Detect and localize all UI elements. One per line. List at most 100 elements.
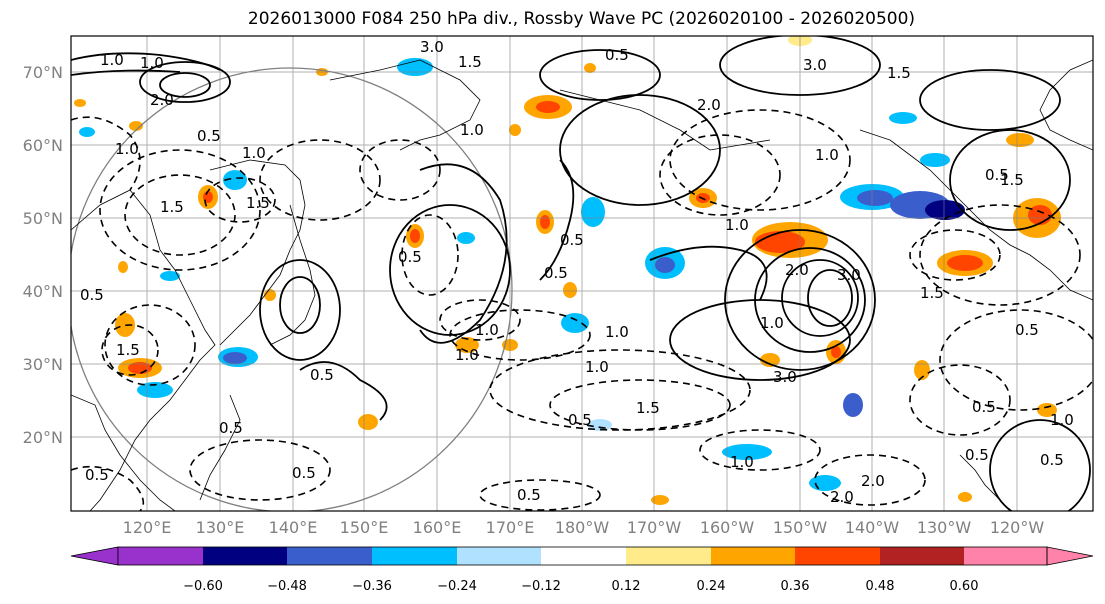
- lon-label-170w: 170°W: [627, 518, 682, 537]
- contours-dashed: [71, 109, 1093, 511]
- longitude-labels: 120°E 130°E 140°E 150°E 160°E 170°E 180°…: [123, 518, 1045, 537]
- contour-label: 3.0: [420, 38, 444, 56]
- colorbar-bin: [880, 547, 964, 565]
- contour-labels: 3.0 1.5 3.0 2.0 0.5 1.0 1.5 0.5 0.5 1.0 …: [80, 38, 1074, 506]
- contour-label: 1.0: [115, 140, 139, 158]
- contour-label: 0.5: [985, 166, 1009, 184]
- contour-label: 1.0: [140, 54, 164, 72]
- colorbar-bin: [118, 547, 203, 565]
- contour-label: 1.0: [455, 346, 479, 364]
- contour-label: 0.5: [398, 248, 422, 266]
- lon-label-130e: 130°E: [196, 518, 245, 537]
- colorbar-bin: [372, 547, 457, 565]
- colorbar-bin: [626, 547, 711, 565]
- contour-label: 1.0: [460, 121, 484, 139]
- latitude-labels: 70°N 60°N 50°N 40°N 30°N 20°N: [23, 63, 63, 447]
- contour-label: 3.0: [837, 266, 861, 284]
- contour-label: 3.0: [773, 368, 797, 386]
- lat-label-70n: 70°N: [23, 63, 63, 82]
- contour-label: 0.5: [310, 366, 334, 384]
- colorbar-tick: −0.12: [521, 579, 561, 594]
- contour-label: 0.5: [80, 286, 104, 304]
- colorbar-tick: 0.24: [697, 579, 726, 594]
- contour-label: 1.5: [246, 194, 270, 212]
- colorbar-tick: −0.24: [437, 579, 477, 594]
- contour-label: 1.0: [760, 314, 784, 332]
- contour-label: 2.0: [830, 488, 854, 506]
- lon-label-180w: 180°W: [555, 518, 610, 537]
- lat-label-50n: 50°N: [23, 209, 63, 228]
- lon-label-170e: 170°E: [486, 518, 535, 537]
- contour-label: 1.5: [458, 53, 482, 71]
- colorbar-bin: [964, 547, 1047, 565]
- contour-label: 0.5: [965, 446, 989, 464]
- contour-label: 1.5: [116, 341, 140, 359]
- contour-label: 0.5: [568, 411, 592, 429]
- map-title: 2026013000 F084 250 hPa div., Rossby Wav…: [247, 9, 916, 29]
- lon-label-160w: 160°W: [700, 518, 755, 537]
- colorbar-tick: −0.60: [183, 579, 223, 594]
- contour-label: 1.0: [100, 51, 124, 69]
- colorbar: −0.60 −0.48 −0.36 −0.24 −0.12 0.12 0.24 …: [70, 546, 1094, 594]
- contour-label: 2.0: [861, 472, 885, 490]
- lat-label-60n: 60°N: [23, 136, 63, 155]
- colorbar-tick: 0.36: [781, 579, 810, 594]
- contour-label: 3.0: [803, 56, 827, 74]
- contour-label: 0.5: [1040, 451, 1064, 469]
- lon-label-120w: 120°W: [990, 518, 1045, 537]
- lon-label-160e: 160°E: [413, 518, 462, 537]
- lon-label-150w: 150°W: [773, 518, 828, 537]
- contour-label: 0.5: [517, 486, 541, 504]
- contour-label: 0.5: [544, 264, 568, 282]
- map-frame: [70, 35, 1094, 512]
- contour-label: 0.5: [1015, 321, 1039, 339]
- contour-label: 0.5: [85, 466, 109, 484]
- contour-label: 1.0: [725, 216, 749, 234]
- contour-label: 1.5: [1000, 171, 1024, 189]
- colorbar-extend-low: [70, 546, 119, 566]
- lat-label-20n: 20°N: [23, 428, 63, 447]
- coastlines: [71, 59, 1093, 511]
- contour-label: 1.0: [475, 321, 499, 339]
- colorbar-tick: −0.48: [267, 579, 307, 594]
- colorbar-bin: [203, 547, 287, 565]
- colorbar-extend-high: [1046, 546, 1094, 566]
- colorbar-bin: [795, 547, 880, 565]
- contour-label: 0.5: [605, 46, 629, 64]
- contour-label: 0.5: [219, 419, 243, 437]
- lon-label-150e: 150°E: [340, 518, 389, 537]
- lon-label-120e: 120°E: [123, 518, 172, 537]
- contour-label: 1.5: [920, 284, 944, 302]
- contour-label: 1.5: [160, 198, 184, 216]
- contour-label: 1.0: [815, 146, 839, 164]
- colorbar-bin: [711, 547, 795, 565]
- reference-circle: [71, 67, 513, 511]
- lon-label-140w: 140°W: [845, 518, 900, 537]
- colorbar-bin: [457, 547, 541, 565]
- contour-label: 1.0: [585, 358, 609, 376]
- contour-label: 0.5: [197, 127, 221, 145]
- contour-label: 1.0: [1050, 411, 1074, 429]
- colorbar-bin: [287, 547, 372, 565]
- contour-label: 0.5: [972, 398, 996, 416]
- contour-label: 0.5: [292, 464, 316, 482]
- colorbar-tick: 0.12: [612, 579, 641, 594]
- contour-label: 2.0: [785, 261, 809, 279]
- lon-label-130w: 130°W: [917, 518, 972, 537]
- contour-label: 2.0: [150, 91, 174, 109]
- lat-label-30n: 30°N: [23, 355, 63, 374]
- contour-label: 1.5: [887, 64, 911, 82]
- lon-label-140e: 140°E: [269, 518, 318, 537]
- contour-label: 1.0: [730, 453, 754, 471]
- contour-label: 0.5: [560, 231, 584, 249]
- contours-solid: [71, 36, 1091, 511]
- contour-label: 1.0: [605, 323, 629, 341]
- graticule: [71, 36, 1093, 511]
- colorbar-tick: 0.48: [866, 579, 895, 594]
- contour-label: 2.0: [697, 96, 721, 114]
- colorbar-tick: 0.60: [950, 579, 979, 594]
- colorbar-tick: −0.36: [352, 579, 392, 594]
- lat-label-40n: 40°N: [23, 282, 63, 301]
- colorbar-bin: [541, 547, 626, 565]
